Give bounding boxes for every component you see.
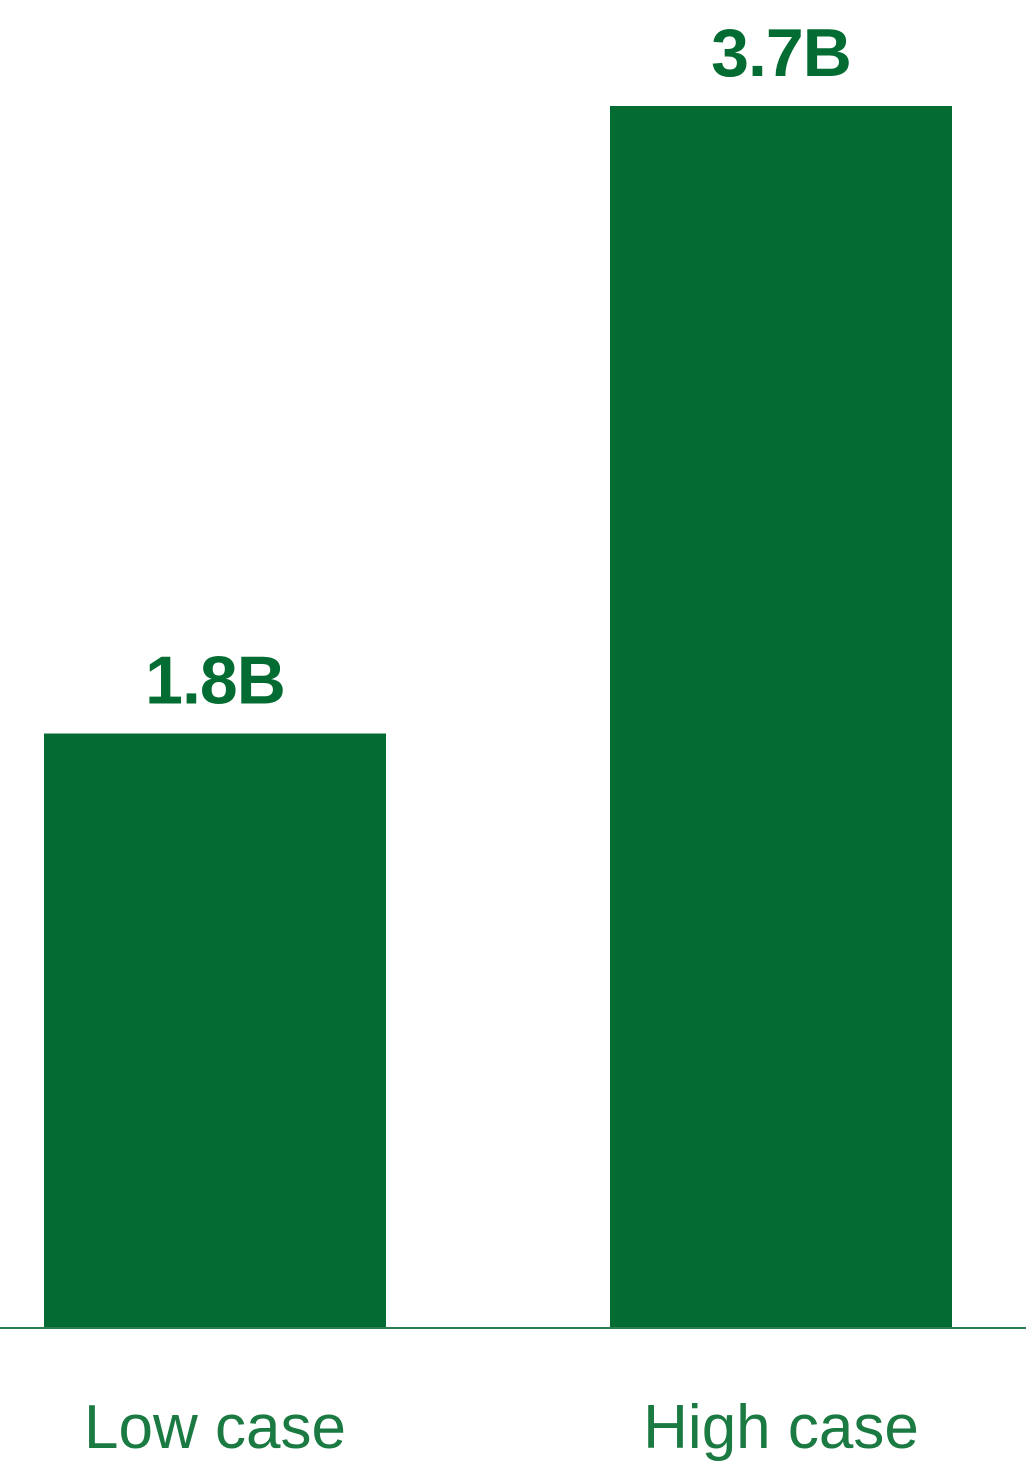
bar-low-case [44, 733, 386, 1328]
x-tick-label-low-case: Low case [84, 1393, 346, 1462]
bars-layer [44, 106, 952, 1328]
data-label-low-case: 1.8B [145, 643, 285, 719]
bar-high-case [610, 106, 952, 1328]
x-tick-label-high-case: High case [643, 1393, 919, 1462]
labels-layer: 1.8B Low case 3.7B High case [84, 15, 919, 1462]
data-label-high-case: 3.7B [711, 15, 851, 91]
